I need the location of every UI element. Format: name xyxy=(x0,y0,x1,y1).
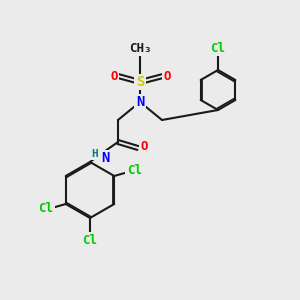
Text: N: N xyxy=(101,151,109,165)
Text: O: O xyxy=(110,70,118,83)
Text: N: N xyxy=(136,95,144,109)
Text: Cl: Cl xyxy=(211,41,226,55)
Text: Cl: Cl xyxy=(38,202,53,215)
Text: S: S xyxy=(136,75,144,89)
Text: O: O xyxy=(163,70,171,83)
Text: H: H xyxy=(92,149,98,159)
Text: O: O xyxy=(140,140,148,152)
Text: Cl: Cl xyxy=(82,233,98,247)
Text: Cl: Cl xyxy=(127,164,142,178)
Text: CH₃: CH₃ xyxy=(129,41,151,55)
